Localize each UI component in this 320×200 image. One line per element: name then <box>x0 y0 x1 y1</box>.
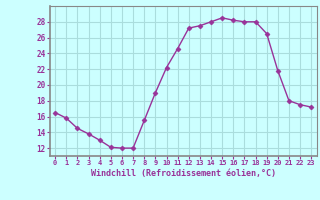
X-axis label: Windchill (Refroidissement éolien,°C): Windchill (Refroidissement éolien,°C) <box>91 169 276 178</box>
